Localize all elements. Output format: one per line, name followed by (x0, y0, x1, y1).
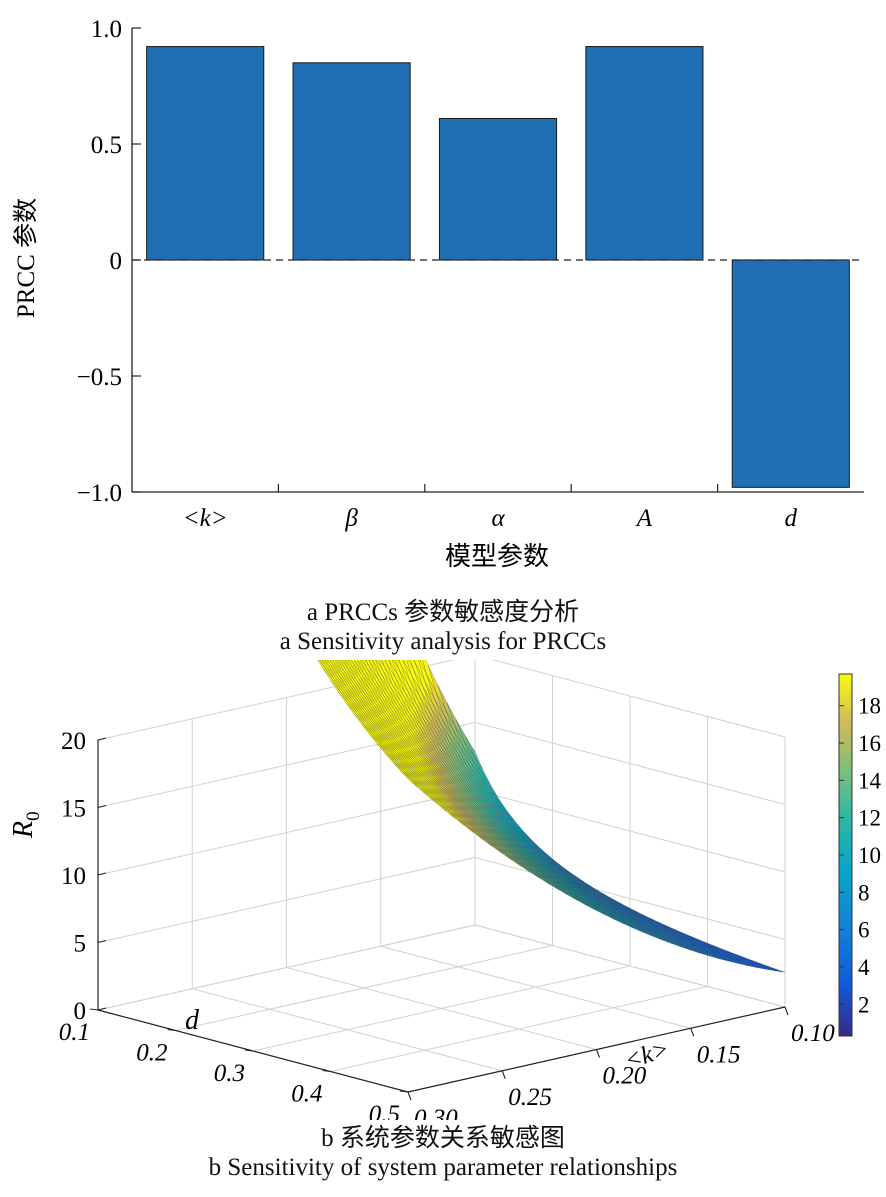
z-tick-label-0: 0 (74, 998, 87, 1025)
z-axis-label-main: R (8, 821, 39, 839)
surface-mesh (317, 660, 786, 973)
grid-left-horizontal-2 (97, 789, 476, 876)
k-tick-label-4: 0.30 (414, 1105, 458, 1120)
grid-floor-d-1 (175, 945, 553, 1031)
colorbar-ticks: 2 4 6 8 10 12 14 16 18 (839, 694, 882, 1017)
z-tick-mark-4 (97, 737, 107, 741)
k-tick-label-0: 0.10 (791, 1020, 835, 1047)
bar-1 (292, 62, 411, 261)
caption-a-chinese: a PRCCs 参数敏感度分析 (306, 599, 580, 626)
grid-floor-d-3 (330, 986, 708, 1072)
k-tick-label-3: 0.25 (508, 1084, 552, 1111)
r0-surface-plot: 051015200.10.20.30.40.50.100.150.200.250… (8, 660, 882, 1120)
surface-cell (767, 967, 786, 973)
colorbar-tick-label-2: 6 (858, 918, 870, 943)
d-tick-label-3: 0.4 (291, 1081, 322, 1108)
x-axis-label-k: <k> (621, 1035, 672, 1075)
bar-4 (731, 259, 850, 488)
grid-right-horizontal-2 (474, 789, 786, 873)
y-axis-label-d: d (185, 1005, 200, 1036)
d-tick-mark-4 (399, 1090, 409, 1093)
x-tick-label-3: A (635, 505, 653, 532)
grid-right-horizontal-3 (474, 722, 786, 805)
k-tick-mark-4 (407, 1091, 412, 1101)
z-axis-label: R0 (8, 811, 44, 839)
x-axis-label: 模型参数 (445, 542, 549, 571)
grid-right-horizontal-4 (491, 660, 786, 738)
y-tick-label-4: −1.0 (77, 480, 122, 507)
y-tick-label-2: 0 (110, 248, 123, 275)
grid-right-horizontal-1 (474, 857, 786, 940)
colorbar-tick-label-3: 8 (858, 880, 870, 905)
caption-b-english: b Sensitivity of system parameter relati… (208, 1154, 678, 1181)
y-axis-label: PRCC 参数 (12, 198, 40, 318)
k-tick-mark-3 (501, 1070, 506, 1079)
k-tick-mark-1 (690, 1028, 695, 1037)
surface-ticks: 0 5 10 15 20 0.1 0.2 0.3 0.4 0.5 0.10 0.15 0.20 0.25 0… (59, 728, 836, 1120)
colorbar-tick-label-6: 14 (858, 768, 882, 793)
x-tick-label-1: β (344, 505, 358, 532)
colorbar-tick-label-4: 10 (858, 843, 881, 868)
colorbar-tick-label-0: 2 (858, 992, 870, 1017)
z-tick-mark-0 (97, 1007, 107, 1011)
bar-3 (585, 46, 704, 261)
d-tick-mark-3 (322, 1069, 331, 1073)
grid-floor-d-0 (97, 924, 476, 1011)
colorbar-tick-label-7: 16 (858, 731, 881, 756)
y-tick-label-3: −0.5 (77, 364, 122, 391)
x-tick-label-2: α (491, 505, 505, 532)
z-axis-label-subscript: 0 (23, 811, 44, 821)
x-tick-label-0: <k> (183, 505, 228, 532)
d-tick-label-2: 0.3 (214, 1060, 245, 1087)
bar-chart-bars (146, 46, 850, 488)
caption-b-chinese: b 系统参数关系敏感图 (321, 1125, 565, 1152)
x-tick-label-4: d (785, 505, 798, 532)
grid-left-horizontal-1 (97, 857, 476, 943)
z-tick-label-4: 20 (61, 728, 86, 755)
z-tick-label-3: 15 (61, 796, 86, 823)
z-tick-label-2: 10 (61, 863, 86, 890)
bar-0 (146, 46, 265, 261)
caption-a-english: a Sensitivity analysis for PRCCs (279, 628, 607, 655)
d-tick-mark-2 (244, 1049, 254, 1052)
k-tick-label-1: 0.15 (697, 1041, 741, 1068)
surface-cell (400, 770, 418, 788)
bar-2 (438, 117, 558, 261)
k-tick-mark-2 (595, 1049, 601, 1058)
d-tick-label-4: 0.5 (369, 1101, 400, 1120)
d-tick-label-0: 0.1 (59, 1019, 90, 1046)
z-tick-mark-2 (97, 872, 107, 876)
d-tick-mark-0 (89, 1008, 99, 1011)
y-tick-label-0: 1.0 (91, 16, 122, 43)
colorbar-tick-label-1: 4 (858, 955, 870, 980)
z-tick-label-1: 5 (74, 931, 87, 958)
k-tick-label-2: 0.20 (603, 1063, 647, 1090)
colorbar-tick-label-8: 18 (858, 694, 881, 719)
y-tick-label-1: 0.5 (91, 132, 122, 159)
colorbar-tick-label-5: 12 (858, 806, 881, 831)
d-tick-mark-1 (167, 1028, 176, 1032)
z-tick-mark-3 (97, 804, 107, 809)
grid-floor-d-2 (252, 965, 631, 1052)
d-tick-label-1: 0.2 (136, 1040, 167, 1067)
z-tick-mark-1 (97, 939, 107, 944)
k-tick-mark-0 (784, 1006, 789, 1016)
